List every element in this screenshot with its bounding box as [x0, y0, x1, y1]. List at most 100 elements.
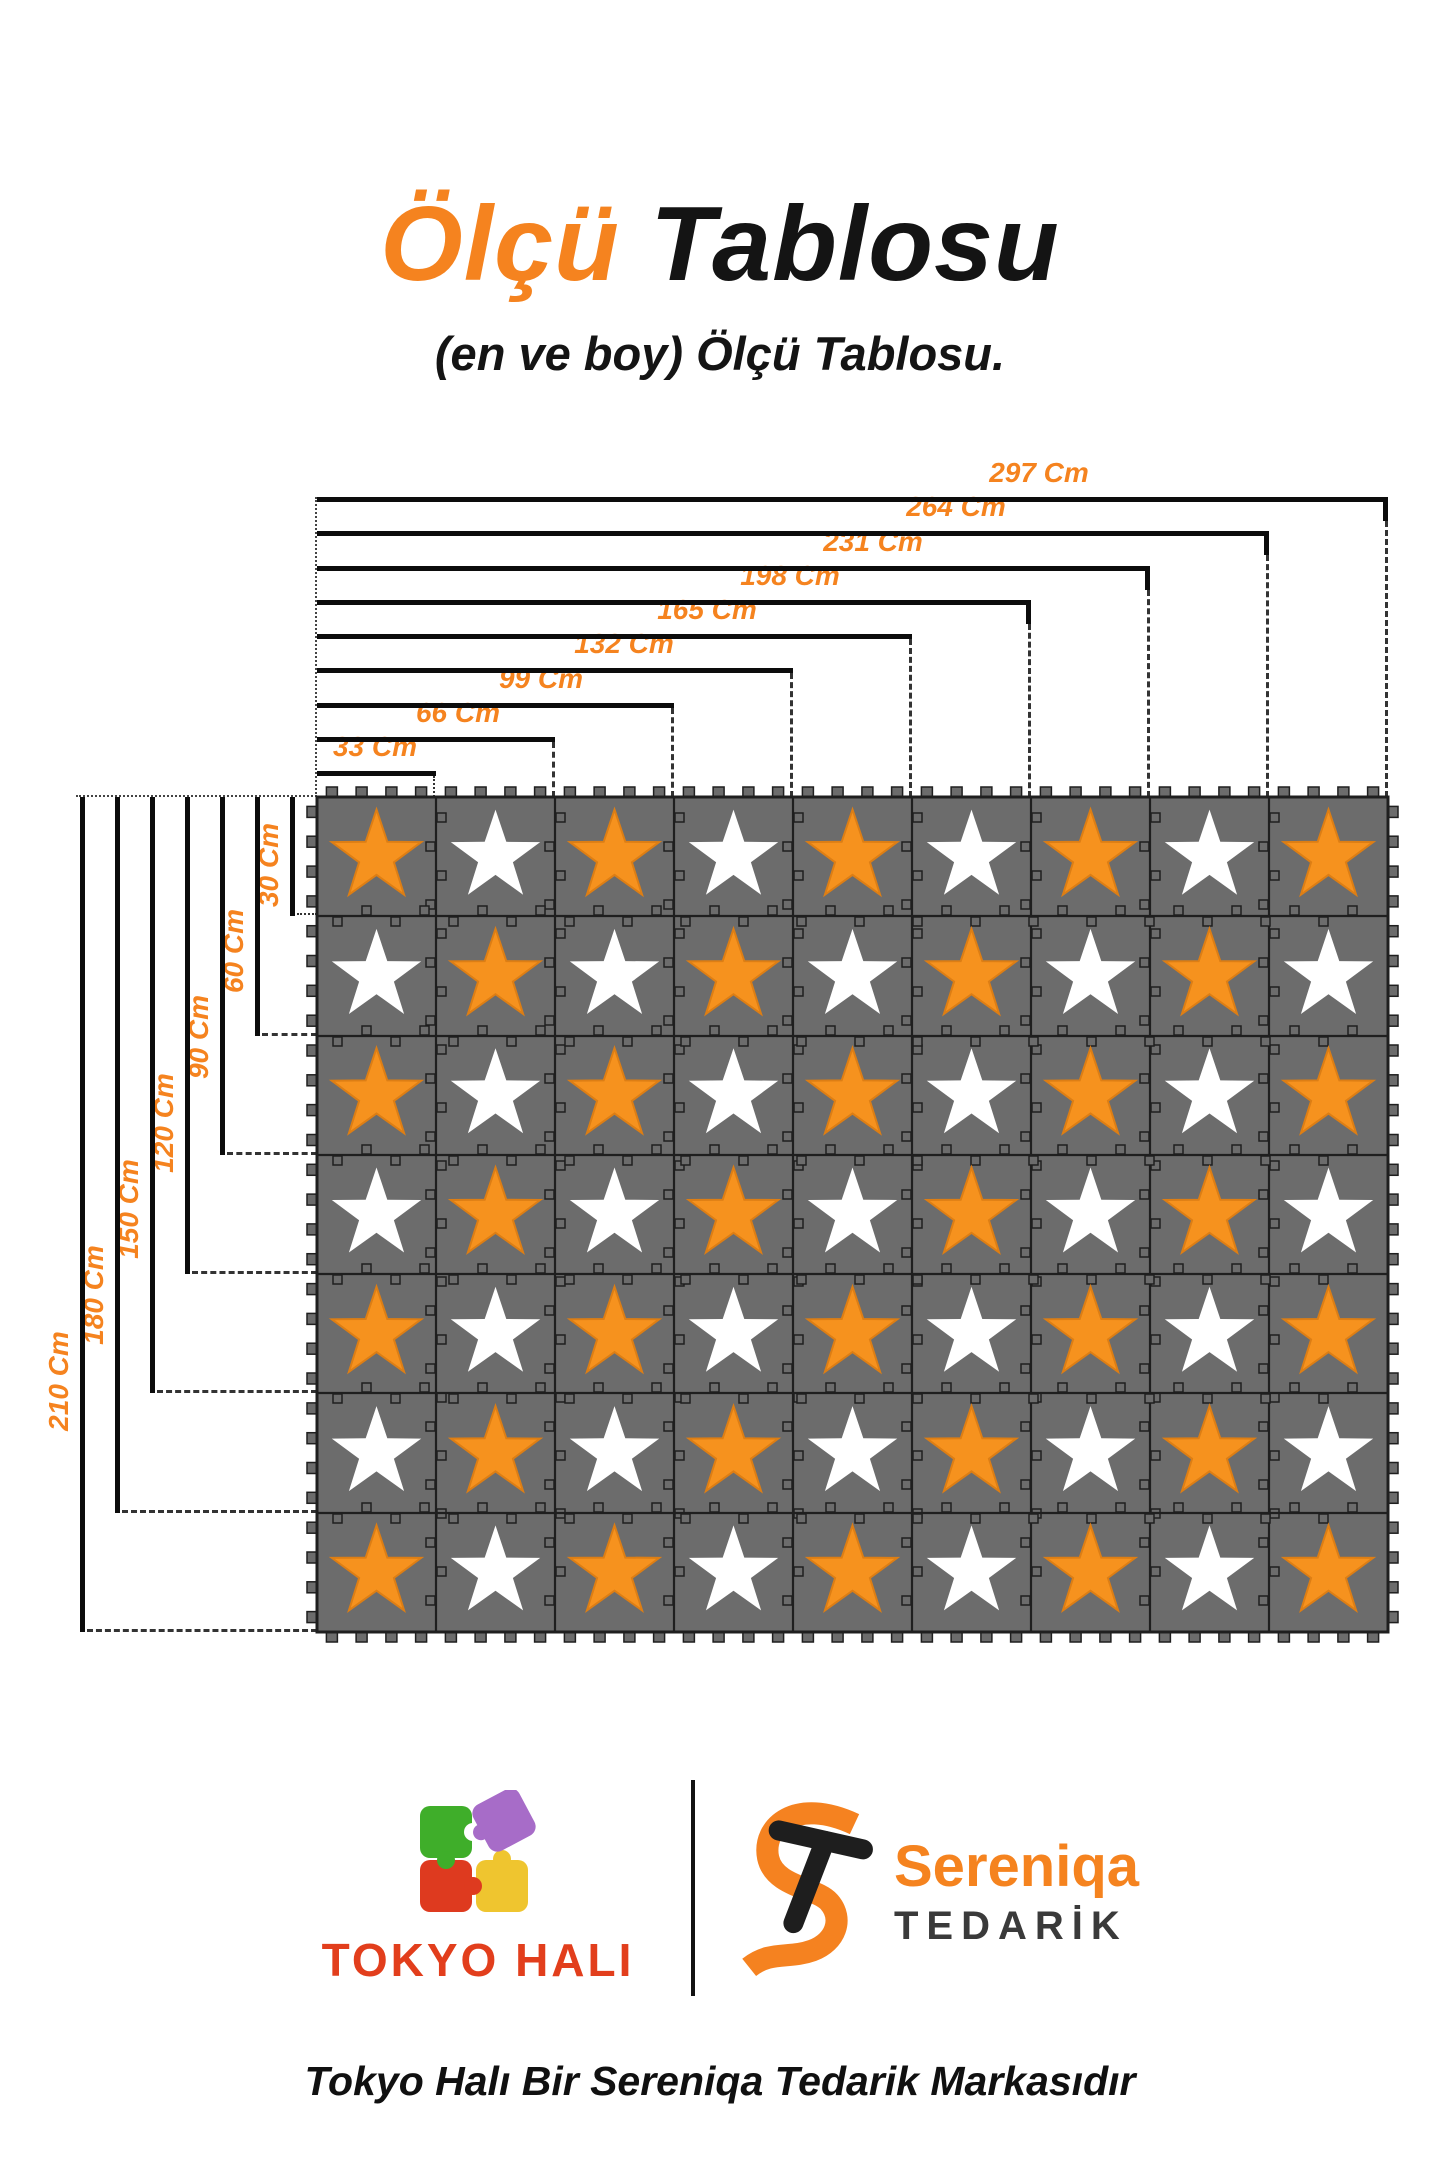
height-guide-210 [87, 1629, 317, 1632]
width-line-198 [317, 600, 1031, 605]
width-line-33 [317, 771, 436, 776]
puzzle-pieces-icon-svg [420, 1788, 536, 1912]
star-icon [328, 806, 425, 898]
star-icon [450, 1048, 541, 1134]
star-icon [688, 1286, 779, 1372]
height-line-60 [255, 797, 260, 1036]
mat-top-guide [76, 795, 317, 797]
width-label-66: 66 Cm [415, 697, 501, 728]
star-icon [926, 1048, 1017, 1134]
star-icon [566, 1522, 663, 1613]
star-icon [450, 809, 541, 895]
star-icon [1042, 1283, 1139, 1375]
star-icon [569, 1406, 660, 1492]
star-icon [1280, 1522, 1377, 1613]
width-label-264: 264 Cm [906, 491, 1006, 522]
width-label-198: 198 Cm [740, 560, 840, 591]
star-icon [331, 1406, 422, 1492]
height-label-210: 210 Cm [43, 1331, 74, 1431]
mat-outer-teeth [306, 786, 1399, 1643]
star-icon [1045, 1167, 1136, 1253]
page-title: Ölçü Tablosu [0, 186, 1440, 303]
st-monogram-svg [742, 1802, 873, 1977]
star-icon [923, 1402, 1020, 1494]
width-label-297: 297 Cm [989, 457, 1089, 488]
star-icon [450, 1525, 541, 1611]
star-icon [328, 1283, 425, 1375]
brand-tagline: Tokyo Halı Bir Sereniqa Tedarik Markasıd… [304, 2058, 1136, 2104]
star-icon [569, 928, 660, 1014]
star-icon [1161, 925, 1258, 1017]
star-icon [1164, 1048, 1255, 1134]
star-icon [688, 1048, 779, 1134]
page-title-highlight: Ölçü [380, 185, 620, 303]
star-icon [804, 806, 901, 898]
width-guide-66 [552, 742, 555, 797]
star-icon [1045, 1406, 1136, 1492]
height-guide-150 [157, 1390, 317, 1393]
star-icon [1283, 1167, 1374, 1253]
width-tick-264 [1264, 536, 1269, 555]
tokyo-hali-logo: TOKYO HALI [268, 1788, 688, 1987]
width-guide-231 [1147, 590, 1150, 797]
mat-stars [328, 806, 1377, 1613]
star-icon [1164, 1286, 1255, 1372]
width-tick-231 [1145, 571, 1150, 590]
width-line-297 [317, 497, 1388, 502]
star-icon [1042, 1045, 1139, 1136]
sereniqa-logo: Sereniqa TEDARİK [726, 1786, 1139, 1981]
star-icon [447, 1402, 544, 1494]
width-guide-297 [1385, 521, 1388, 797]
star-icon [1280, 1045, 1377, 1136]
star-icon [1283, 1406, 1374, 1492]
width-label-165: 165 Cm [657, 594, 757, 625]
sereniqa-name: Sereniqa [894, 1834, 1139, 1899]
star-icon [685, 1402, 782, 1494]
star-icon [447, 925, 544, 1017]
height-guide-120 [192, 1271, 317, 1274]
sereniqa-subtitle: TEDARİK [894, 1904, 1128, 1948]
star-icon [1280, 806, 1377, 898]
width-line-264 [317, 531, 1269, 536]
st-monogram-icon [726, 1786, 884, 1981]
star-icon [1045, 928, 1136, 1014]
width-line-99 [317, 703, 674, 708]
width-guide-33 [433, 776, 435, 797]
star-icon [1164, 1525, 1255, 1611]
star-icon [569, 1167, 660, 1253]
star-icon [331, 1167, 422, 1253]
star-icon [331, 928, 422, 1014]
width-line-165 [317, 634, 912, 639]
page-title-rest: Tablosu [619, 185, 1060, 303]
width-guide-99 [671, 708, 674, 797]
star-icon [566, 1283, 663, 1375]
tokyo-hali-wordmark: TOKYO HALI [321, 1934, 635, 1986]
star-icon [450, 1286, 541, 1372]
height-line-180 [115, 797, 120, 1513]
width-guide-132 [790, 673, 793, 797]
star-icon [807, 1406, 898, 1492]
height-guide-60 [262, 1033, 317, 1036]
height-line-30 [290, 797, 295, 916]
star-icon [447, 1164, 544, 1256]
star-icon [804, 1045, 901, 1136]
mat-seams [317, 797, 1388, 1632]
height-guide-180 [122, 1510, 317, 1513]
star-icon [1161, 1164, 1258, 1256]
width-guide-198 [1028, 624, 1031, 797]
width-line-132 [317, 668, 793, 673]
star-icon [1280, 1283, 1377, 1375]
height-guide-90 [227, 1152, 317, 1155]
mat-left-guide [315, 497, 317, 797]
star-icon [807, 1167, 898, 1253]
star-icon [688, 809, 779, 895]
play-mat [306, 786, 1399, 1643]
width-label-33: 33 Cm [332, 731, 418, 762]
star-icon [566, 1045, 663, 1136]
star-icon [1164, 809, 1255, 895]
height-line-120 [185, 797, 190, 1274]
sereniqa-wordmark: Sereniqa TEDARİK [894, 1786, 1139, 1949]
star-icon [926, 1286, 1017, 1372]
star-icon [328, 1522, 425, 1613]
